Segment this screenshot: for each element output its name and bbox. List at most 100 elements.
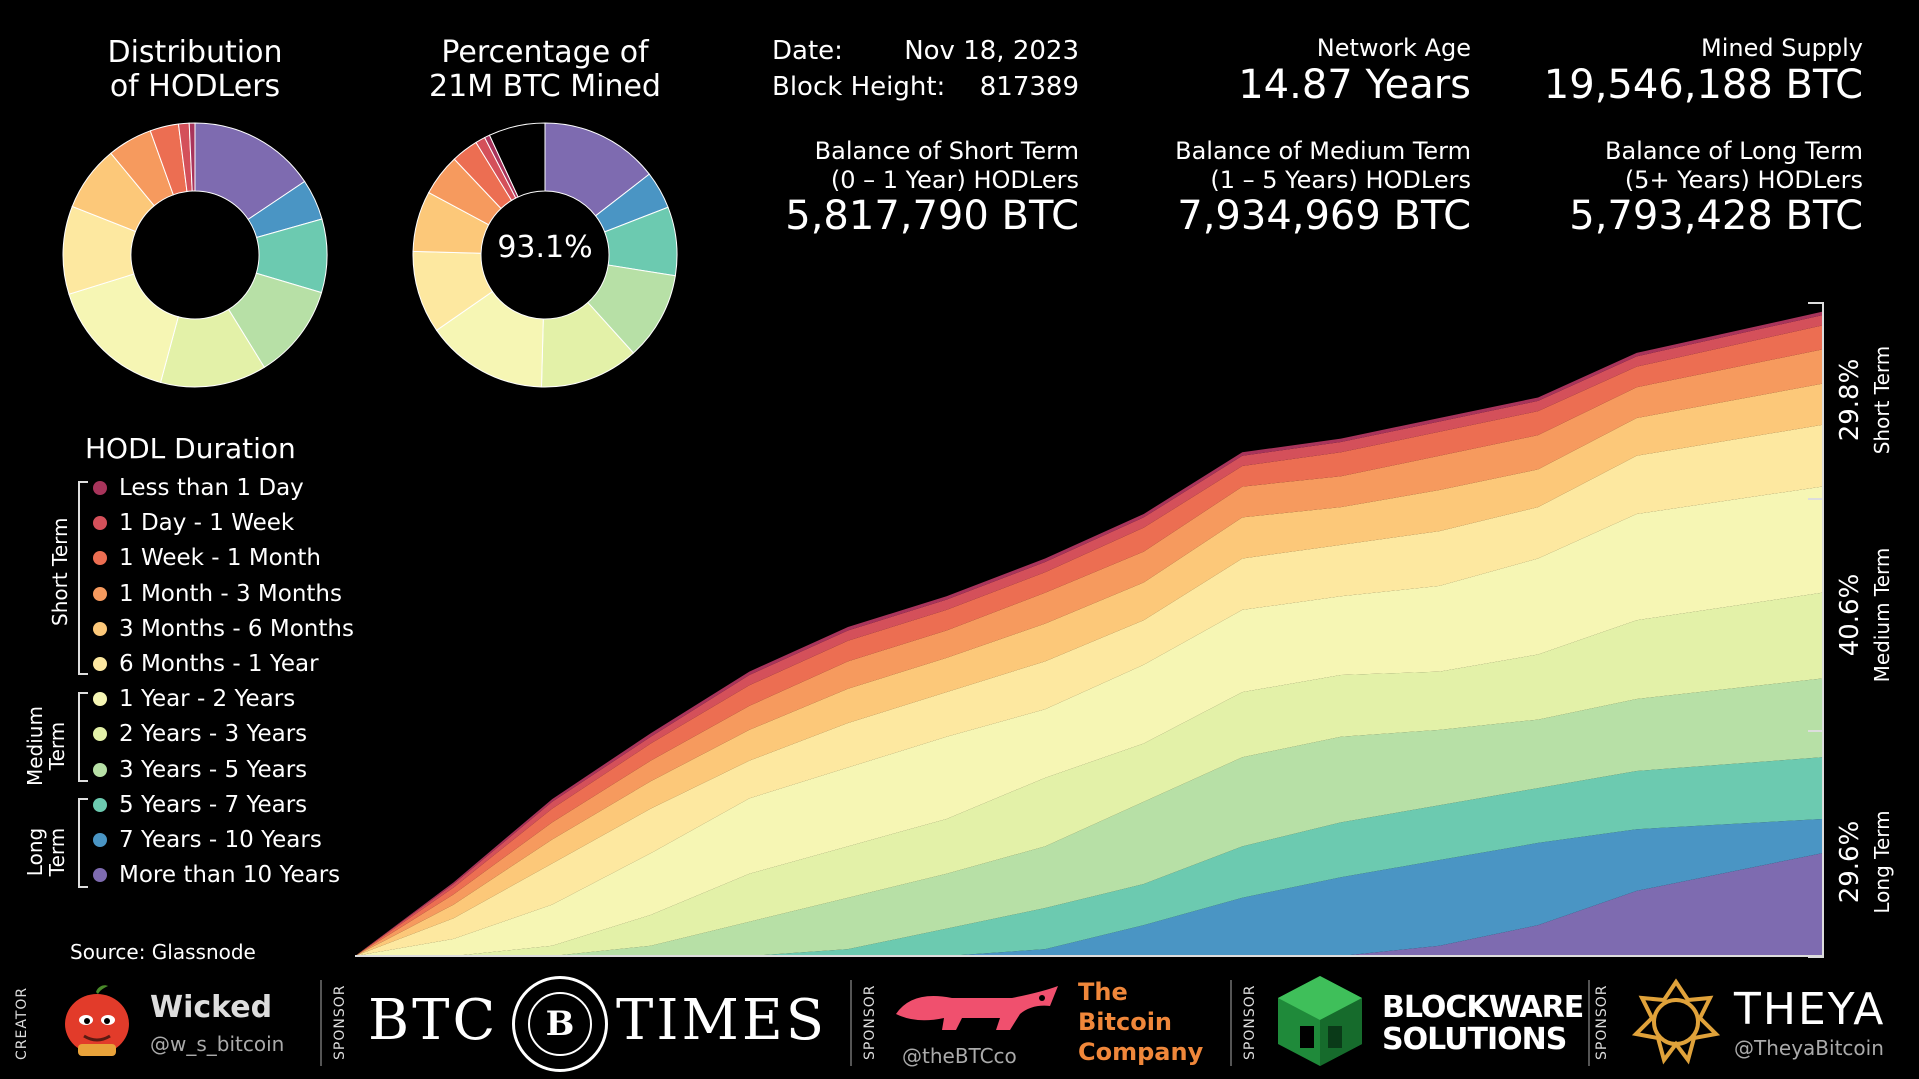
btc-times-emblem: B <box>512 976 608 1072</box>
legend-swatch <box>93 868 107 883</box>
footer-separator-4 <box>1588 980 1590 1066</box>
area-band-3-years-5-years <box>355 678 1822 956</box>
network-age-value: 14.87 Years <box>1238 62 1471 108</box>
legend-item: 1 Year - 2 Years <box>93 682 295 716</box>
theya-handle: @TheyaBitcoin <box>1734 1036 1884 1060</box>
mined-supply-label: Mined Supply <box>1701 34 1863 62</box>
legend-item: 3 Months - 6 Months <box>93 612 354 646</box>
legend-label: 1 Month - 3 Months <box>119 580 342 607</box>
legend-label: 1 Day - 1 Week <box>119 510 295 537</box>
right-axis-tick-2 <box>1808 730 1824 732</box>
legend-item: Less than 1 Day <box>93 471 304 505</box>
area-band-1-month-3-months <box>355 349 1822 956</box>
area-band-5-years-7-years <box>355 757 1822 956</box>
short-term-label-1: Balance of Short Term <box>814 137 1079 165</box>
blockware-cube-logo <box>1274 972 1366 1070</box>
medium-term-label-2: (1 – 5 Years) HODLers <box>1210 166 1471 194</box>
legend-label: 1 Week - 1 Month <box>119 545 321 572</box>
wicked-apple-logo <box>58 982 136 1060</box>
short-term-label-2: (0 – 1 Year) HODLers <box>830 166 1079 194</box>
distribution-title-line1: Distribution <box>107 35 283 70</box>
sponsor-tag-2: SPONSOR <box>862 984 878 1060</box>
donut-slice-unmined <box>488 122 546 198</box>
area-band-2-years-3-years <box>355 592 1822 956</box>
legend-swatch <box>93 797 107 812</box>
blockware-name-2: SOLUTIONS <box>1382 1022 1567 1057</box>
percentage-title-line1: Percentage of <box>441 35 649 70</box>
footer-separator-3 <box>1230 980 1232 1066</box>
long-term-bracket <box>78 798 88 888</box>
legend-swatch <box>93 833 107 847</box>
source-label: Source: Glassnode <box>70 940 256 964</box>
legend-swatch <box>93 621 107 636</box>
percentage-donut <box>412 122 678 388</box>
bitcoin-company-name-2: Bitcoin <box>1078 1008 1173 1036</box>
distribution-title-line2: of HODLers <box>109 69 281 104</box>
short-term-bracket <box>78 481 88 675</box>
btc-times-right: TIMES <box>616 988 828 1053</box>
short-term-axis-name: Short Term <box>1870 345 1894 455</box>
legend-title: HODL Duration <box>85 432 296 465</box>
legend-item: 1 Day - 1 Week <box>93 506 294 540</box>
right-axis <box>1822 302 1824 958</box>
legend-label: 6 Months - 1 Year <box>119 651 319 677</box>
date-row: Date: <box>772 36 843 66</box>
legend-item: 3 Years - 5 Years <box>93 753 307 787</box>
creator-tag: CREATOR <box>14 986 30 1060</box>
legend-label: 3 Months - 6 Months <box>119 615 354 642</box>
medium-term-axis-name: Medium Term <box>1870 547 1894 683</box>
legend-label: 3 Years - 5 Years <box>119 756 308 783</box>
btc-times-emblem-inner: B <box>528 992 592 1056</box>
medium-term-value: 7,934,969 BTC <box>1177 193 1471 239</box>
legend: Less than 1 Day 1 Day - 1 Week 1 Week - 1 … <box>93 471 393 891</box>
long-term-label-2: (5+ Years) HODLers <box>1624 166 1863 194</box>
distribution-donut <box>62 122 328 388</box>
legend-label: 2 Years - 3 Years <box>119 721 308 748</box>
creator-name: Wicked <box>150 990 273 1025</box>
long-term-value: 5,793,428 BTC <box>1569 193 1863 239</box>
date-label: Date: <box>772 36 843 66</box>
medium-term-bracket <box>78 692 88 782</box>
btc-times-emblem-letter: B <box>545 1004 575 1044</box>
long-term-pct: 29.6% <box>1835 820 1865 904</box>
theya-sun-logo <box>1630 976 1722 1068</box>
medium-term-label-1: Balance of Medium Term <box>1175 137 1471 165</box>
area-band-3-months-6-months <box>355 383 1822 956</box>
area-band-1-year-2-years <box>355 486 1822 956</box>
legend-swatch <box>93 692 107 707</box>
right-axis-tick-top <box>1808 302 1824 304</box>
area-band-6-months-1-year <box>355 424 1822 957</box>
legend-swatch <box>93 586 107 601</box>
legend-label: 1 Year - 2 Years <box>119 686 296 713</box>
block-height-value: 817389 <box>979 72 1079 102</box>
legend-swatch <box>93 551 107 566</box>
legend-swatch <box>93 657 107 671</box>
legend-label: More than 10 Years <box>119 862 341 889</box>
sponsor-tag-1: SPONSOR <box>332 984 348 1060</box>
legend-swatch <box>93 762 107 777</box>
legend-label: 7 Years - 10 Years <box>119 827 322 853</box>
legend-label: Less than 1 Day <box>119 475 304 501</box>
short-term-pct: 29.8% <box>1835 358 1865 442</box>
right-axis-tick-bottom <box>1808 956 1824 958</box>
legend-swatch <box>93 516 107 531</box>
footer-separator-1 <box>320 980 322 1066</box>
percentage-center-label: 93.1% <box>497 230 593 265</box>
right-axis-tick-1 <box>1808 498 1824 500</box>
long-term-label-1: Balance of Long Term <box>1605 137 1863 165</box>
medium-term-pct: 40.6% <box>1835 573 1865 657</box>
sponsor-tag-4: SPONSOR <box>1594 984 1610 1060</box>
long-term-axis-name: Long Term <box>1870 810 1894 914</box>
creator-handle: @w_s_bitcoin <box>150 1032 285 1056</box>
percentage-title-line2: 21M BTC Mined <box>429 69 661 104</box>
distribution-title: Distribution of HODLers <box>40 36 350 104</box>
sponsor-tag-3: SPONSOR <box>1242 984 1258 1060</box>
legend-item: 5 Years - 7 Years <box>93 788 307 822</box>
legend-item: More than 10 Years <box>93 858 340 892</box>
legend-item: 2 Years - 3 Years <box>93 717 307 751</box>
bitcoin-company-name-1: The <box>1078 978 1128 1006</box>
percentage-title: Percentage of 21M BTC Mined <box>390 36 700 104</box>
legend-item: 1 Month - 3 Months <box>93 577 342 611</box>
legend-label: 5 Years - 7 Years <box>119 791 308 818</box>
